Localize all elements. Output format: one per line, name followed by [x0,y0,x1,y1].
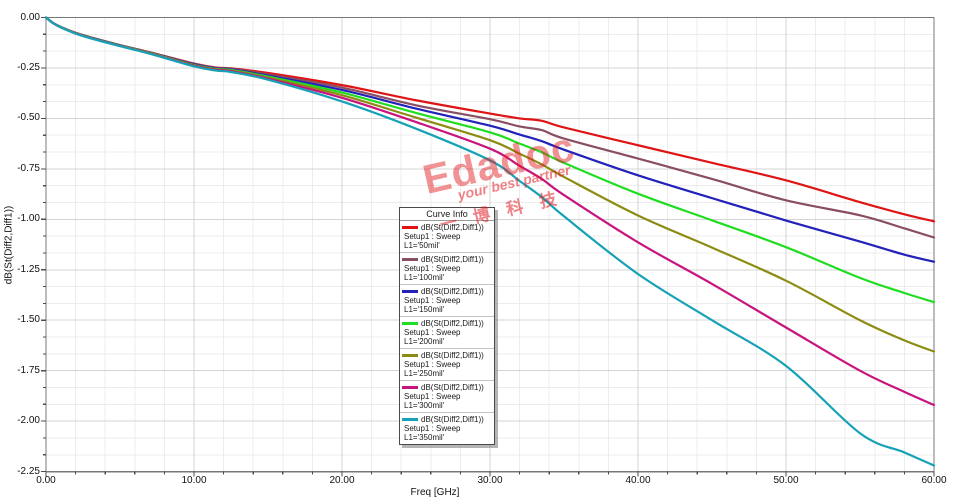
x-tick-label: 0.00 [36,475,56,486]
legend-entry: dB(St(Diff2,Diff1)) Setup1 : Sweep L1='150… [400,284,494,316]
legend-variation: L1='250mil' [404,369,445,378]
legend-curve-name: dB(St(Diff2,Diff1)) [421,319,484,328]
legend-swatch [402,226,418,229]
x-tick-label: 20.00 [329,475,355,486]
legend-setup: Setup1 : Sweep [404,232,461,241]
y-axis-label: dB(St(Diff2,Diff1)) [3,205,15,285]
legend-swatch [402,386,418,389]
legend-setup: Setup1 : Sweep [404,328,461,337]
y-tick-label: -1.25 [17,263,40,275]
x-tick-label: 60.00 [921,475,947,486]
legend-entry: dB(St(Diff2,Diff1)) Setup1 : Sweep L1='300… [400,380,494,412]
y-tick-label: -0.25 [17,61,40,73]
y-tick-label: -2.00 [17,415,40,427]
legend-swatch [402,290,418,293]
legend-curve-name: dB(St(Diff2,Diff1)) [421,255,484,264]
legend-entries: dB(St(Diff2,Diff1)) Setup1 : Sweep L1='50m… [400,221,494,444]
legend-swatch [402,258,418,261]
y-tick-label: 0.00 [20,11,40,23]
x-tick-label: 30.00 [477,475,503,486]
legend-curve-name: dB(St(Diff2,Diff1)) [421,415,484,424]
legend-entry: dB(St(Diff2,Diff1)) Setup1 : Sweep L1='50m… [400,221,494,252]
legend-swatch [402,418,418,421]
legend-curve-name: dB(St(Diff2,Diff1)) [421,351,484,360]
legend-setup: Setup1 : Sweep [404,360,461,369]
legend-entry: dB(St(Diff2,Diff1)) Setup1 : Sweep L1='200… [400,316,494,348]
legend-entry: dB(St(Diff2,Diff1)) Setup1 : Sweep L1='350… [400,412,494,444]
legend-setup: Setup1 : Sweep [404,296,461,305]
y-tick-label: -2.25 [17,465,40,477]
legend-variation: L1='50mil' [404,241,440,250]
legend-curve-name: dB(St(Diff2,Diff1)) [421,383,484,392]
x-axis-label: Freq [GHz] [410,487,460,498]
y-tick-label: -1.75 [17,364,40,376]
legend-entry: dB(St(Diff2,Diff1)) Setup1 : Sweep L1='100… [400,252,494,284]
series-curve-L1350mil[interactable] [44,16,936,467]
legend-entry: dB(St(Diff2,Diff1)) Setup1 : Sweep L1='250… [400,348,494,380]
legend-setup: Setup1 : Sweep [404,392,461,401]
legend-variation: L1='100mil' [404,273,445,282]
legend-variation: L1='300mil' [404,401,445,410]
legend-variation: L1='150mil' [404,305,445,314]
legend-box[interactable]: Curve Info dB(St(Diff2,Diff1)) Setup1 : S… [399,207,495,445]
legend-swatch [402,322,418,325]
legend-curve-name: dB(St(Diff2,Diff1)) [421,223,484,232]
legend-swatch [402,354,418,357]
legend-setup: Setup1 : Sweep [404,424,461,433]
x-tick-label: 50.00 [773,475,799,486]
x-tick-label: 40.00 [625,475,651,486]
x-tick-label: 10.00 [181,475,207,486]
y-tick-label: -1.00 [17,213,40,225]
legend-setup: Setup1 : Sweep [404,264,461,273]
legend-variation: L1='200mil' [404,337,445,346]
legend-curve-name: dB(St(Diff2,Diff1)) [421,287,484,296]
y-tick-label: -1.50 [17,314,40,326]
legend-title: Curve Info [400,208,494,221]
y-tick-label: -0.50 [17,112,40,124]
legend-variation: L1='350mil' [404,433,445,442]
y-tick-label: -0.75 [17,162,40,174]
